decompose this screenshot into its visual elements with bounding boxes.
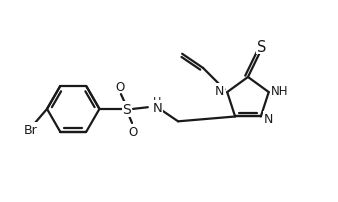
Text: H: H (153, 97, 162, 107)
Text: Br: Br (23, 123, 37, 136)
Text: S: S (123, 102, 131, 116)
Text: N: N (264, 112, 273, 125)
Text: O: O (128, 125, 138, 138)
Text: O: O (115, 80, 124, 93)
Text: NH: NH (271, 84, 288, 97)
Text: S: S (257, 39, 266, 54)
Text: N: N (152, 101, 162, 114)
Text: N: N (215, 84, 224, 97)
